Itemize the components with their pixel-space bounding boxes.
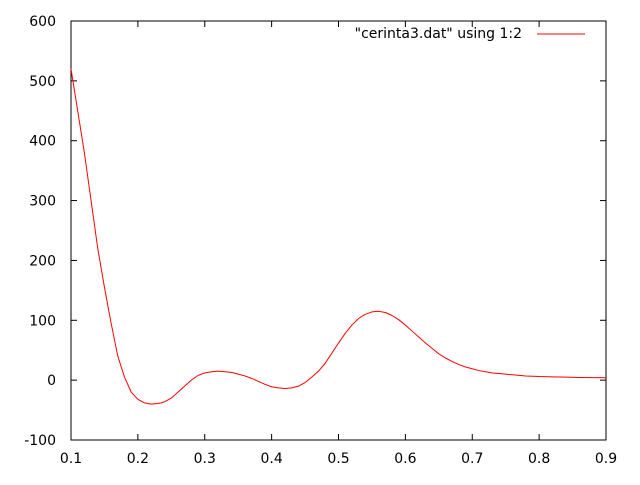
plot-frame bbox=[70, 20, 607, 441]
y-tick-label: 600 bbox=[29, 14, 56, 30]
y-tick-label: 100 bbox=[29, 313, 56, 329]
ticks-layer: 0.1 0.2 0.3 0.4 0.5 0.6 0.7 0.8 0.9 -100 0 100 200 30… bbox=[24, 14, 617, 467]
y-tick-label: 300 bbox=[29, 194, 56, 210]
x-tick-label: 0.6 bbox=[394, 451, 416, 467]
y-tick-label: 500 bbox=[29, 74, 56, 90]
legend: "cerinta3.dat" using 1:2 bbox=[355, 26, 585, 42]
x-tick-label: 0.7 bbox=[461, 451, 483, 467]
x-tick-label: 0.9 bbox=[595, 451, 617, 467]
x-tick-label: 0.3 bbox=[194, 451, 216, 467]
x-tick-label: 0.2 bbox=[127, 451, 149, 467]
series-layer bbox=[70, 68, 607, 405]
x-tick-label: 0.5 bbox=[327, 451, 349, 467]
x-tick-label: 0.4 bbox=[260, 451, 282, 467]
legend-label: "cerinta3.dat" using 1:2 bbox=[355, 26, 522, 42]
y-tick-label: 200 bbox=[29, 253, 56, 269]
y-tick-label: 400 bbox=[29, 134, 56, 150]
series-line-0 bbox=[70, 68, 607, 405]
y-tick-label: -100 bbox=[24, 433, 56, 449]
x-tick-label: 0.1 bbox=[60, 451, 82, 467]
x-tick-label: 0.8 bbox=[528, 451, 550, 467]
y-tick-label: 0 bbox=[47, 373, 56, 389]
